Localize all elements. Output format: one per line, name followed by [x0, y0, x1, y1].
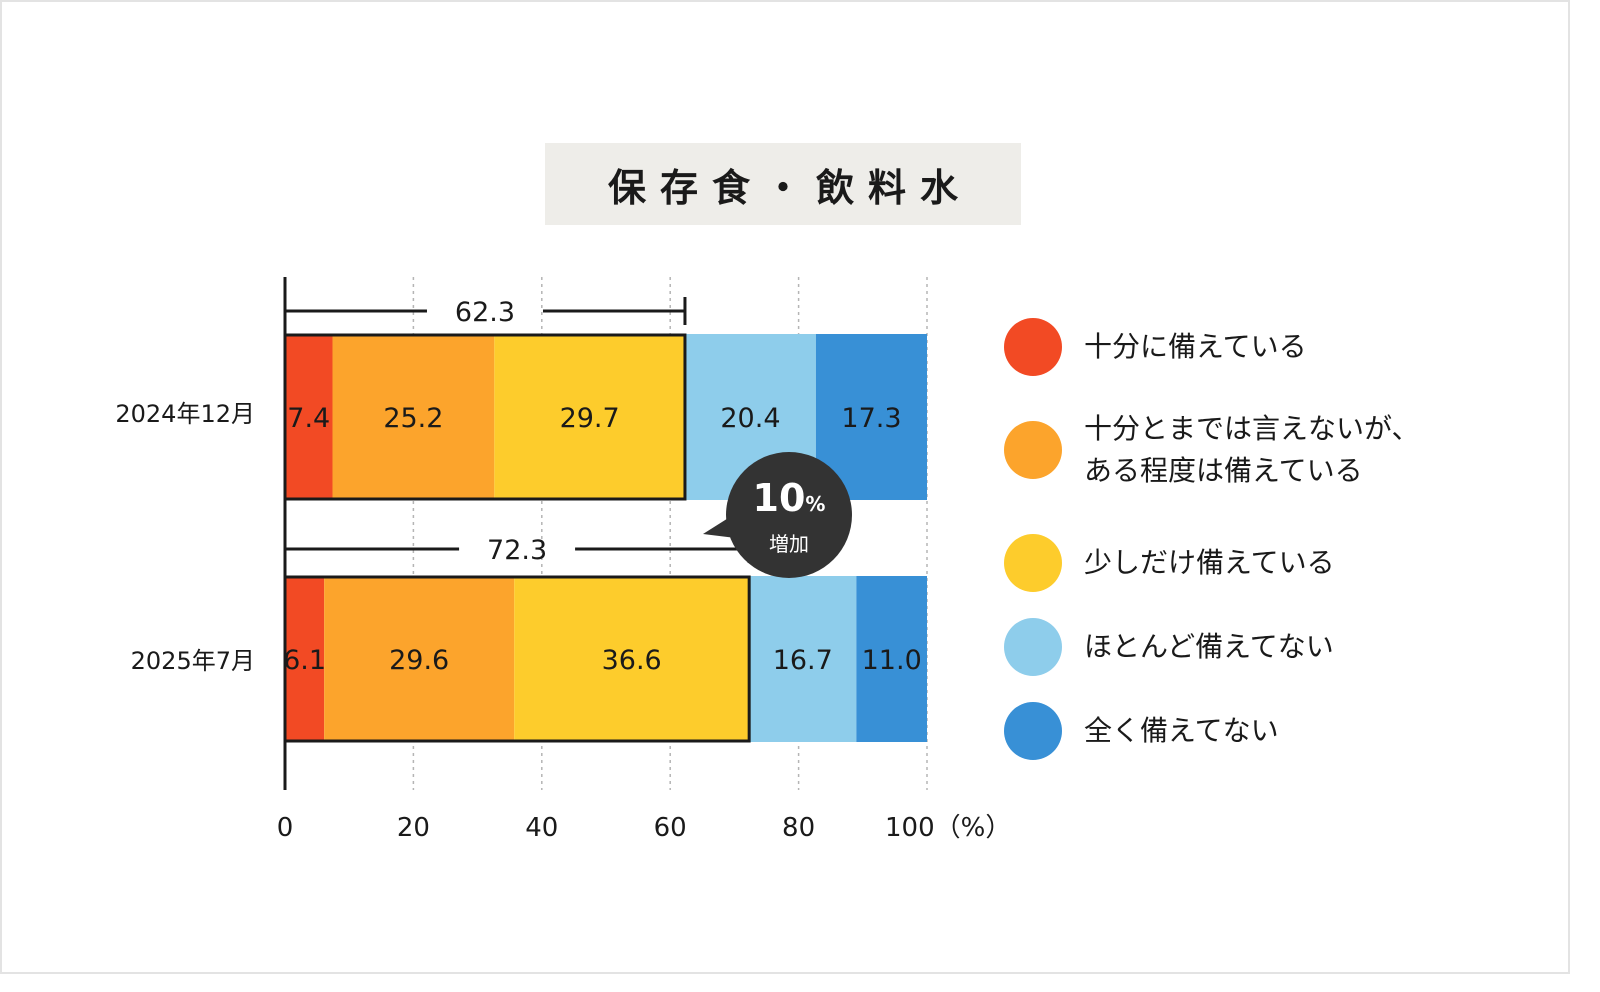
callout-unit: % [805, 492, 826, 516]
bar-segment [494, 334, 685, 500]
bar-value-label: 11.0 [862, 645, 922, 676]
legend-label: 全く備えてない [1084, 714, 1279, 747]
bar-segment [324, 576, 515, 742]
bar-value-label: 17.3 [841, 403, 901, 434]
x-tick-label: 0 [277, 813, 294, 843]
x-tick-label: 40 [525, 813, 558, 843]
callout-number: 10 [752, 476, 806, 520]
bar-value-label: 16.7 [773, 645, 833, 676]
bar-segment [514, 576, 750, 742]
bar-value-label: 29.7 [560, 403, 620, 434]
x-tick-label: 20 [397, 813, 430, 843]
x-tick-label: 80 [782, 813, 815, 843]
bar-value-label: 20.4 [720, 403, 780, 434]
legend-swatch [1004, 534, 1062, 592]
legend-item: 十分とまでは言えないが、 ある程度は備えている [1004, 408, 1419, 492]
bar-value-label: 7.4 [287, 403, 330, 434]
legend-item: 少しだけ備えている [1004, 534, 1335, 592]
chart-title: 保存食・飲料水 [607, 165, 972, 210]
legend-swatch [1004, 318, 1062, 376]
legend-item: 十分に備えている [1004, 318, 1307, 376]
bar-value-label: 29.6 [389, 645, 449, 676]
bar-segment [856, 576, 927, 742]
x-tick-label: 100（%） [885, 813, 1011, 843]
callout-text: 増加 [769, 532, 809, 556]
legend-label: ある程度は備えている [1084, 454, 1363, 487]
legend-item: 全く備えてない [1004, 702, 1279, 760]
increase-callout: 10% 増加 [726, 452, 856, 578]
bar-value-label: 25.2 [383, 403, 443, 434]
category-label: 2024年12月 [115, 400, 255, 428]
prepared-total-label: 72.3 [487, 535, 547, 566]
bar-value-label: 6.1 [283, 645, 326, 676]
bar-value-label: 36.6 [602, 645, 662, 676]
legend-swatch [1004, 618, 1062, 676]
prepared-total-label: 62.3 [455, 297, 515, 328]
legend-swatch [1004, 421, 1062, 479]
x-tick-label: 60 [654, 813, 687, 843]
bar-segment [332, 334, 495, 500]
chart-title-box: 保存食・飲料水 [545, 143, 1021, 225]
legend-item: ほとんど備えてない [1004, 618, 1334, 676]
category-label: 2025年7月 [131, 647, 255, 675]
callout-bubble [726, 452, 852, 578]
legend-swatch [1004, 702, 1062, 760]
bar-segment [285, 334, 333, 500]
bar-segment [285, 576, 325, 742]
bar-segment [749, 576, 857, 742]
legend-label: 十分とまでは言えないが、 [1084, 412, 1420, 445]
legend-label: ほとんど備えてない [1084, 630, 1334, 663]
legend-label: 十分に備えている [1084, 330, 1307, 363]
legend-label: 少しだけ備えている [1084, 546, 1335, 579]
